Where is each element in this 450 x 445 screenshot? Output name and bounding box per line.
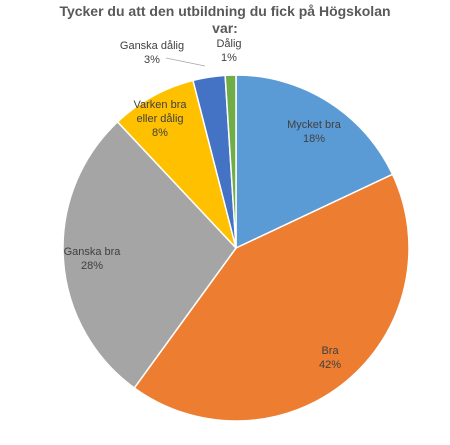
- slice-percent-label: 18%: [303, 133, 325, 145]
- slices-layer: [62, 74, 410, 422]
- slice-label-1: Bra 42%: [319, 345, 341, 371]
- slice-percent-label: 3%: [144, 54, 160, 66]
- slice-category-label: eller dålig: [136, 113, 183, 125]
- slice-percent-label: 8%: [152, 127, 168, 139]
- labels-layer: Mycket bra 18% Bra 42% Ganska bra 28% Varken b…: [64, 38, 342, 371]
- chart-title-line-2: var:: [212, 20, 238, 36]
- pie-slice-bra: [133, 173, 410, 422]
- slice-category-label: Ganska bra: [64, 246, 122, 258]
- slice-label-3: Varken bra eller dålig 8%: [134, 99, 188, 139]
- slice-category-label: Dålig: [216, 38, 241, 50]
- pie-slice-dålig: [224, 74, 237, 249]
- leader-lines-layer: [165, 57, 206, 67]
- slice-category-label: Mycket bra: [287, 119, 342, 131]
- pie-slice-mycket-bra: [235, 74, 394, 250]
- slice-percent-label: 42%: [319, 359, 341, 371]
- slice-label-0: Mycket bra 18%: [287, 119, 342, 145]
- slice-category-label: Bra: [321, 345, 339, 357]
- pie-slice-ganska-bra: [62, 120, 237, 390]
- chart-title-line-1: Tycker du att den utbildning du fick på …: [59, 3, 391, 19]
- slice-label-5: Dålig 1%: [216, 38, 241, 64]
- leader-line: [165, 57, 206, 67]
- slice-category-label: Ganska dålig: [120, 40, 184, 52]
- slice-percent-label: 1%: [221, 52, 237, 64]
- slice-percent-label: 28%: [81, 260, 103, 272]
- slice-category-label: Varken bra: [134, 99, 188, 111]
- slice-label-2: Ganska bra 28%: [64, 246, 122, 272]
- slice-label-4: Ganska dålig 3%: [120, 40, 184, 66]
